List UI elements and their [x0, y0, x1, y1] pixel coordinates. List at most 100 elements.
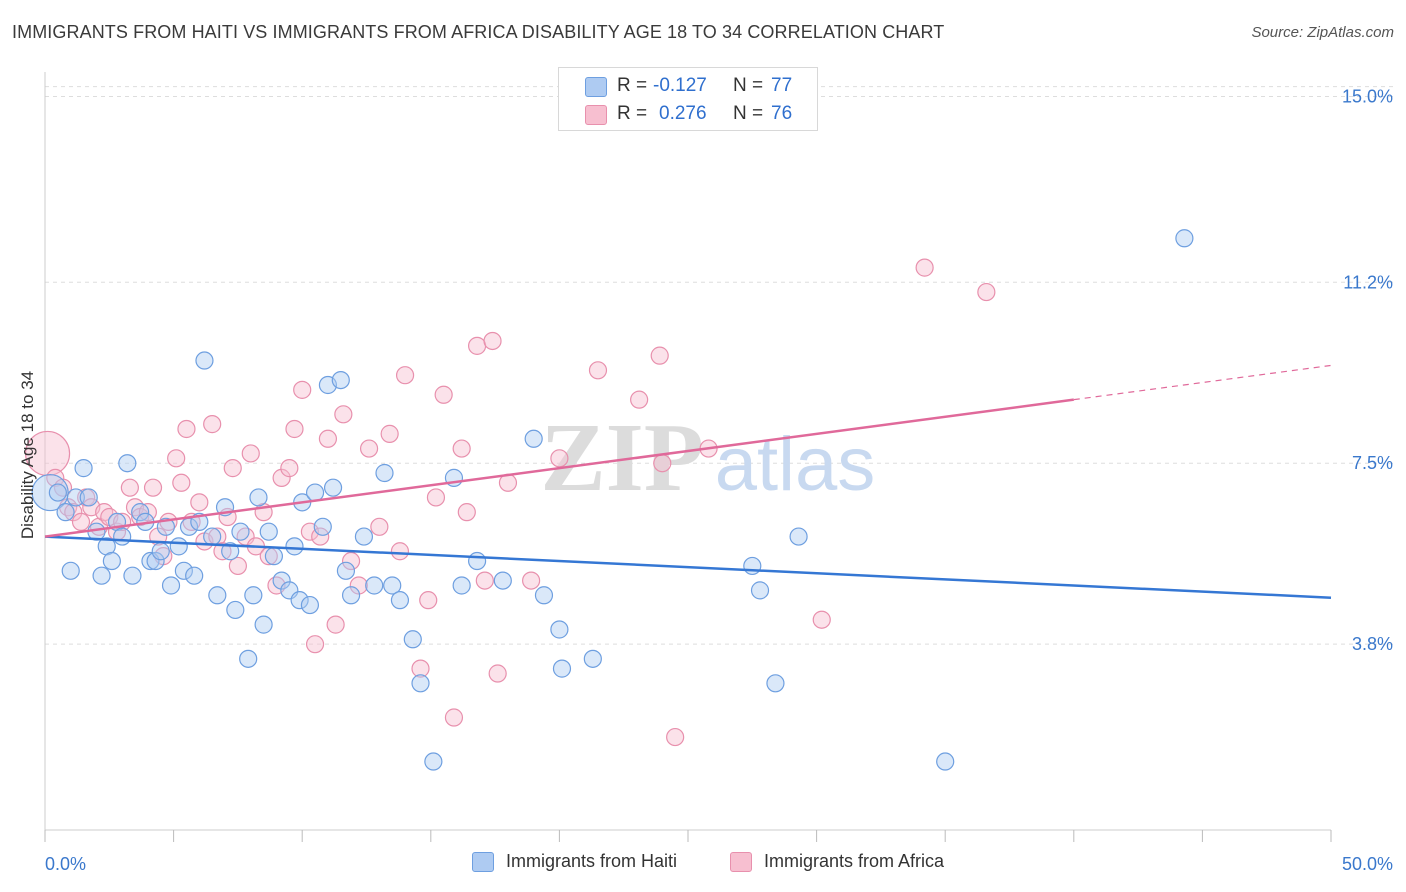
haiti-point — [467, 551, 487, 571]
africa-trend-line — [44, 398, 1074, 538]
haiti-point — [161, 576, 181, 595]
haiti-point — [185, 566, 204, 585]
haiti-point — [123, 566, 142, 585]
africa-point — [452, 439, 471, 458]
bottom-legend-haiti: Immigrants from Haiti — [472, 851, 677, 872]
haiti-point — [341, 586, 361, 605]
haiti-point — [424, 752, 443, 771]
haiti-point — [221, 542, 240, 561]
haiti-point — [226, 600, 245, 620]
haiti-point — [169, 537, 188, 556]
africa-swatch — [585, 105, 607, 125]
africa-n-label: N = — [733, 103, 764, 124]
haiti-r-label: R = — [617, 75, 648, 96]
africa-point — [653, 454, 672, 473]
correlation-legend: R = -0.127 N = 77 R = 0.276 N = 76 — [558, 67, 818, 131]
y-tick-label: 7.5% — [1352, 453, 1393, 473]
africa-point — [143, 478, 163, 497]
haiti-legend-swatch — [472, 851, 494, 872]
haiti-point — [244, 586, 263, 605]
africa-legend-swatch — [730, 851, 752, 872]
africa-point — [203, 415, 222, 434]
haiti-swatch — [585, 77, 607, 97]
haiti-point — [375, 463, 394, 483]
africa-point — [426, 488, 446, 507]
haiti-point — [403, 630, 422, 649]
haiti-point — [789, 527, 808, 546]
africa-point — [280, 459, 299, 478]
haiti-point — [254, 615, 273, 634]
africa-point — [285, 419, 304, 439]
africa-point — [305, 635, 325, 654]
africa-point — [483, 331, 502, 351]
haiti-point — [203, 527, 222, 546]
haiti-trend-line — [44, 535, 1332, 599]
haiti-point — [56, 503, 75, 522]
haiti-point — [743, 556, 762, 576]
haiti-point — [264, 547, 284, 566]
haiti-point — [239, 649, 258, 668]
haiti-point — [452, 576, 471, 595]
africa-point — [522, 571, 541, 590]
haiti-n-label: N = — [733, 75, 764, 96]
bottom-legend-africa: Immigrants from Africa — [730, 851, 944, 872]
africa-point — [488, 664, 507, 683]
africa-point — [64, 503, 83, 522]
haiti-point — [766, 674, 785, 693]
haiti-point — [208, 586, 227, 605]
africa-point — [293, 380, 312, 399]
africa-point — [411, 659, 430, 678]
haiti-point — [102, 551, 121, 571]
haiti-point — [552, 659, 572, 678]
source-credit: Source: ZipAtlas.com — [1251, 24, 1394, 41]
haiti-point — [66, 488, 85, 507]
haiti-point — [146, 551, 165, 571]
africa-point — [434, 385, 453, 404]
africa-point — [395, 366, 415, 385]
haiti-point — [365, 576, 384, 595]
haiti-point — [79, 488, 98, 507]
haiti-point — [151, 542, 170, 561]
haiti-point — [750, 581, 770, 600]
africa-point — [172, 473, 191, 492]
haiti-point — [331, 370, 350, 390]
haiti-point — [583, 649, 602, 668]
africa-point — [228, 556, 247, 576]
haiti-point — [411, 674, 430, 693]
haiti-point — [550, 620, 569, 639]
haiti-point — [354, 527, 374, 546]
x-tick-label-min: 0.0% — [45, 854, 86, 874]
haiti-point — [74, 459, 93, 478]
y-tick-label: 11.2% — [1343, 272, 1393, 292]
y-axis-label: Disability Age 18 to 34 — [18, 371, 37, 539]
africa-r-value: 0.276 — [659, 103, 707, 124]
haiti-point — [285, 537, 304, 556]
africa-point — [475, 571, 494, 590]
africa-point — [272, 468, 291, 487]
haiti-legend-label: Immigrants from Haiti — [506, 851, 678, 871]
africa-point — [120, 478, 139, 497]
haiti-point — [174, 561, 193, 580]
haiti-point — [131, 503, 150, 522]
haiti-point — [323, 478, 343, 497]
africa-point — [630, 390, 649, 409]
haiti-point — [383, 576, 402, 595]
x-tick-label-max: 50.0% — [1342, 854, 1393, 874]
africa-point — [380, 424, 399, 443]
haiti-point — [272, 571, 291, 590]
africa-point — [334, 405, 353, 424]
haiti-point — [195, 351, 214, 370]
africa-point — [550, 449, 569, 468]
haiti-point — [61, 561, 80, 580]
africa-point — [190, 493, 209, 512]
haiti-point — [336, 561, 356, 580]
africa-point — [915, 258, 934, 277]
haiti-point — [92, 566, 111, 585]
africa-point — [457, 503, 476, 522]
africa-point — [349, 576, 368, 595]
africa-point — [95, 503, 114, 522]
africa-point — [341, 551, 361, 571]
africa-point — [444, 708, 464, 727]
y-tick-label: 3.8% — [1352, 634, 1393, 654]
